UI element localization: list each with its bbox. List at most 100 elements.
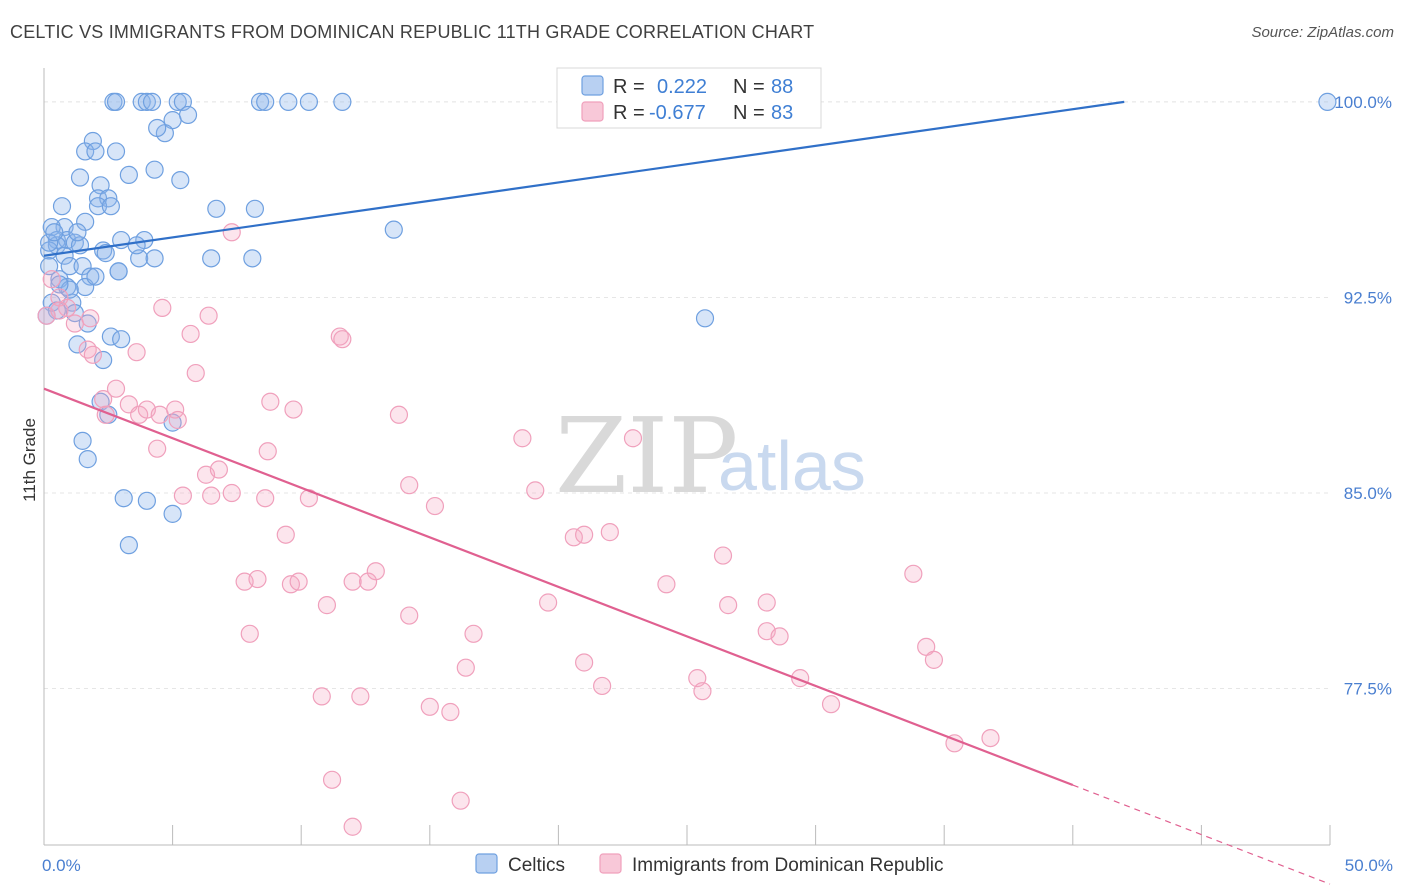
point-celtic-43 (96, 244, 115, 263)
point-dominican-68 (456, 658, 475, 677)
point-dominican-6 (81, 309, 100, 328)
watermark-atlas: atlas (718, 427, 866, 505)
point-celtic-34 (384, 220, 403, 239)
series-legend: Celtics Immigrants from Dominican Republ… (475, 853, 944, 876)
legend-n-value-2: 83 (771, 102, 793, 124)
point-celtic-1 (106, 92, 126, 111)
point-dominican-30 (258, 442, 277, 461)
point-celtic-47 (145, 249, 164, 268)
point-celtic-72 (114, 489, 133, 508)
legend-n-value-1: 88 (771, 76, 793, 98)
point-dominican-34 (209, 460, 228, 479)
point-celtic-78 (45, 223, 64, 242)
point-celtic-61 (78, 314, 97, 333)
trend-line-celtic (43, 100, 1125, 257)
point-dominican-7 (78, 340, 97, 359)
point-dominican-77 (441, 702, 460, 722)
chart-title: CELTIC VS IMMIGRANTS FROM DOMINICAN REPU… (10, 22, 815, 42)
legend-swatch-dominican (581, 101, 604, 122)
point-celtic-86 (101, 197, 120, 216)
trend-lines (43, 100, 1331, 885)
point-celtic-75 (119, 536, 138, 555)
point-celtic-66 (695, 309, 715, 328)
point-dominican-57 (317, 596, 337, 615)
point-celtic-73 (137, 491, 156, 510)
point-dominican-26 (261, 392, 280, 411)
point-celtic-11 (333, 92, 352, 111)
point-celtic-77 (40, 233, 59, 252)
legend-r-label-1: R = (613, 76, 645, 98)
legend-n-label-1: N = (733, 76, 765, 98)
x-tick-labels: 0.0% 50.0% (42, 856, 1393, 875)
point-dominican-56 (904, 564, 923, 583)
point-dominican-10 (153, 298, 172, 317)
point-celtic-87 (148, 118, 167, 138)
point-celtic-12 (1318, 92, 1337, 111)
point-dominican-13 (222, 223, 241, 242)
point-dominican-70 (593, 676, 612, 696)
legend-r-value-1: 0.222 (657, 76, 707, 98)
y-tick-labels: 77.5% 85.0% 92.5% 100.0% (1334, 93, 1392, 699)
point-dominican-31 (513, 429, 532, 448)
point-celtic-80 (86, 267, 105, 286)
point-celtic-52 (60, 257, 79, 276)
point-celtic-74 (163, 504, 182, 523)
point-dominican-72 (693, 682, 712, 701)
point-celtic-27 (88, 197, 108, 216)
point-dominican-14 (330, 327, 349, 346)
point-dominican-83 (343, 817, 362, 836)
point-celtic-2 (132, 92, 151, 111)
point-dominican-41 (425, 496, 445, 516)
point-celtic-81 (127, 236, 146, 255)
point-dominican-65 (770, 627, 789, 646)
point-dominican-75 (351, 687, 370, 706)
watermark-zip: ZIP (555, 395, 738, 517)
point-dominican-49 (248, 569, 267, 589)
point-celtic-65 (94, 350, 113, 370)
point-celtic-30 (245, 199, 265, 218)
y-tick-label-0: 77.5% (1344, 680, 1392, 699)
point-dominican-38 (222, 483, 241, 503)
point-celtic-14 (178, 105, 198, 125)
point-dominican-12 (199, 306, 218, 325)
x-tick-label-1: 50.0% (1345, 856, 1393, 875)
point-celtic-70 (73, 431, 92, 450)
point-dominican-32 (623, 429, 643, 448)
y-tick-label-1: 85.0% (1344, 484, 1392, 503)
series-dominican (37, 223, 1000, 836)
point-dominican-46 (276, 525, 295, 544)
point-celtic-9 (279, 92, 298, 111)
point-dominican-4 (65, 314, 84, 333)
point-celtic-22 (70, 168, 90, 187)
point-dominican-51 (289, 572, 308, 591)
point-celtic-29 (207, 199, 226, 218)
point-dominican-60 (719, 596, 738, 615)
point-celtic-19 (106, 142, 126, 161)
point-dominican-28 (389, 405, 409, 424)
legend-n-label-2: N = (733, 102, 765, 124)
point-dominican-16 (186, 363, 205, 383)
point-dominican-61 (757, 593, 776, 612)
bottom-legend-celtics: Celtics (508, 855, 565, 876)
point-dominican-1 (42, 270, 61, 289)
point-celtic-56 (109, 262, 128, 281)
point-dominican-47 (713, 546, 733, 565)
point-dominican-15 (333, 330, 352, 349)
trend-line-dominican (43, 387, 1074, 787)
point-celtic-10 (299, 92, 319, 111)
point-dominican-35 (400, 476, 419, 495)
point-dominican-43 (564, 528, 583, 547)
point-celtic-71 (78, 450, 97, 469)
point-celtic-28 (52, 197, 72, 216)
axes (43, 68, 1331, 846)
source-credit: Source: ZipAtlas.com (1251, 24, 1394, 41)
point-dominican-78 (821, 695, 841, 714)
point-dominican-62 (240, 624, 259, 643)
point-dominican-63 (464, 624, 483, 643)
point-celtic-17 (76, 142, 95, 161)
point-dominican-81 (322, 770, 342, 789)
point-dominican-74 (312, 687, 331, 706)
point-celtic-63 (112, 330, 131, 349)
point-celtic-3 (137, 92, 156, 111)
point-dominican-8 (83, 345, 102, 364)
